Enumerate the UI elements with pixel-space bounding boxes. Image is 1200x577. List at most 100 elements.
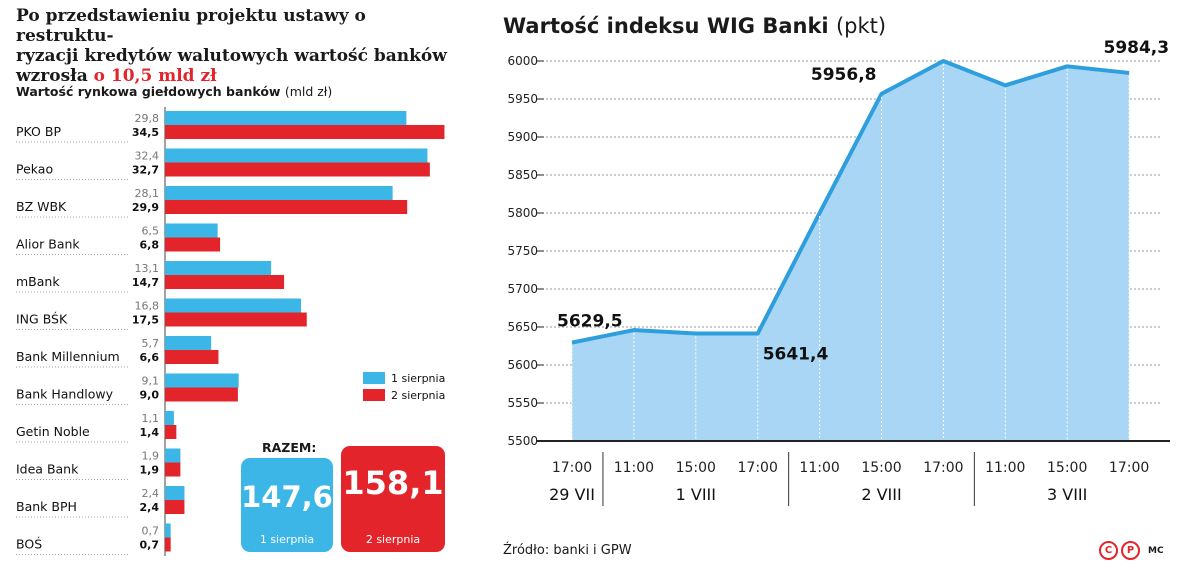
bar-2-sierpnia (165, 125, 445, 139)
bar-1-sierpnia (165, 336, 212, 350)
wig-banki-chart: 5500 5550 5600 5650 5700 5750 5800 5850 5900 5950… (507, 38, 1170, 506)
legend-label-2-sierpnia: 2 sierpnia (391, 389, 445, 402)
x-time-label: 17:00 (923, 460, 963, 476)
bar-1-sierpnia (165, 298, 302, 313)
totals-heading: RAZEM: (262, 440, 317, 455)
x-day-label: 1 VIII (676, 485, 716, 504)
x-time-label: 17:00 (738, 460, 778, 476)
x-day-label: 29 VII (549, 485, 595, 504)
x-time-label: 17:00 (1109, 460, 1149, 476)
bar-1-sierpnia (165, 186, 393, 200)
bank-label: ING BŚK (16, 312, 68, 327)
bar-2-sierpnia (165, 162, 430, 177)
value-label-1-sierpnia: 0,7 (142, 525, 160, 538)
bank-label: BZ WBK (16, 199, 67, 214)
bank-label: Getin Noble (16, 424, 90, 439)
author-initials: MC (1148, 545, 1164, 556)
headline: Po przedstawieniu projektu ustawy o rest… (16, 6, 456, 86)
headline-line-1: Po przedstawieniu projektu ustawy o rest… (16, 6, 366, 46)
x-time-label: 15:00 (1047, 460, 1087, 476)
source-note: Źródło: banki i GPW (503, 543, 632, 558)
y-tick-label: 5550 (507, 396, 538, 410)
x-time-label: 15:00 (676, 460, 716, 476)
bar-2-sierpnia (165, 425, 177, 439)
value-label-1-sierpnia: 13,1 (135, 262, 160, 275)
value-label-1-sierpnia: 28,1 (135, 187, 160, 200)
total-1-sierpnia: 147,6 1 sierpnia (241, 458, 333, 552)
x-time-label: 11:00 (614, 460, 654, 476)
bar-chart: 29,834,5 PKO BP 32,432,7 Pekao 28,129,9 BZ WB… (16, 107, 445, 556)
bar-2-sierpnia (165, 200, 408, 214)
bar-2-sierpnia (165, 237, 221, 252)
bar-chart-title-text: Wartość rynkowa giełdowych banków (16, 84, 281, 99)
y-tick-label: 5650 (507, 320, 538, 334)
y-tick-label: 5700 (507, 282, 538, 296)
bar-1-sierpnia (165, 448, 181, 463)
bar-2-sierpnia (165, 350, 219, 364)
bar-1-sierpnia (165, 411, 174, 425)
total-label-1-sierpnia: 1 sierpnia (259, 533, 315, 546)
bank-label: Idea Bank (16, 462, 79, 477)
bar-1-sierpnia (165, 223, 218, 238)
bar-2-sierpnia (165, 537, 171, 552)
copyright-marks: C P MC (1099, 541, 1164, 560)
total-label-2-sierpnia: 2 sierpnia (365, 533, 421, 546)
value-label-1-sierpnia: 1,1 (142, 412, 160, 425)
bar-2-sierpnia (165, 312, 307, 327)
y-tick-label: 5850 (507, 168, 538, 182)
headline-text: wzrosła (16, 66, 94, 86)
value-label-2-sierpnia: 1,9 (140, 464, 160, 477)
value-label-1-sierpnia: 29,8 (135, 112, 160, 125)
bank-label: PKO BP (16, 124, 61, 139)
bar-2-sierpnia (165, 387, 238, 402)
bar-2-sierpnia (165, 500, 185, 514)
value-label-1-sierpnia: 6,5 (142, 225, 160, 238)
total-value-1-sierpnia: 147,6 (241, 480, 333, 514)
bar-1-sierpnia (165, 373, 239, 388)
value-label-1-sierpnia: 5,7 (142, 337, 160, 350)
y-tick-label: 5600 (507, 358, 538, 372)
value-annotation: 5629,5 (557, 312, 623, 332)
legend-swatch-1-sierpnia (363, 372, 385, 384)
value-label-2-sierpnia: 32,7 (132, 164, 159, 177)
value-annotation: 5984,3 (1103, 38, 1169, 58)
copyright-icon: C (1099, 541, 1118, 560)
value-label-2-sierpnia: 1,4 (140, 426, 160, 439)
index-line (571, 59, 1130, 345)
area-fill (572, 61, 1130, 441)
bar-chart-title: Wartość rynkowa giełdowych banków (mld z… (16, 84, 332, 99)
y-tick-label: 5950 (507, 92, 538, 106)
total-value-2-sierpnia: 158,1 (342, 464, 444, 502)
value-label-2-sierpnia: 6,6 (140, 351, 160, 364)
bank-label: BOŚ (16, 537, 42, 552)
bar-2-sierpnia (165, 462, 181, 477)
value-label-2-sierpnia: 14,7 (132, 276, 159, 289)
bank-label: Alior Bank (16, 237, 80, 252)
headline-line-2: ryzacji kredytów walutowych wartość bank… (16, 46, 447, 66)
bank-label: mBank (16, 274, 60, 289)
value-label-1-sierpnia: 16,8 (135, 300, 160, 313)
legend-label-1-sierpnia: 1 sierpnia (391, 372, 445, 385)
bank-label: Bank Millennium (16, 349, 120, 364)
legend-swatch-2-sierpnia (363, 389, 385, 401)
value-label-2-sierpnia: 9,0 (140, 389, 160, 402)
line-chart-unit: (pkt) (835, 14, 887, 38)
bar-chart-unit: (mld zł) (284, 84, 333, 99)
bar-2-sierpnia (165, 275, 285, 289)
value-label-2-sierpnia: 34,5 (132, 126, 159, 139)
bank-label: Bank Handlowy (16, 387, 114, 402)
x-time-label: 15:00 (861, 460, 901, 476)
bar-1-sierpnia (165, 523, 171, 538)
value-label-1-sierpnia: 9,1 (142, 375, 160, 388)
y-tick-label: 5800 (507, 206, 538, 220)
headline-highlight: o 10,5 mld zł (93, 66, 217, 86)
x-day-label: 2 VIII (861, 485, 901, 504)
bank-label: Bank BPH (16, 499, 77, 514)
value-label-1-sierpnia: 32,4 (135, 150, 160, 163)
value-label-1-sierpnia: 2,4 (142, 487, 160, 500)
value-label-1-sierpnia: 1,9 (142, 450, 160, 463)
y-tick-label: 5750 (507, 244, 538, 258)
bar-1-sierpnia (165, 486, 185, 500)
bar-1-sierpnia (165, 111, 407, 125)
y-tick-label: 5900 (507, 130, 538, 144)
